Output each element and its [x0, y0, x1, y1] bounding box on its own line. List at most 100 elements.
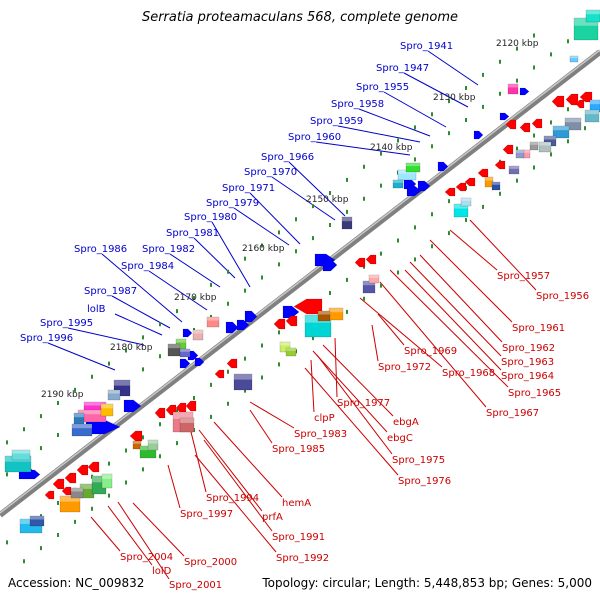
- tick-mark: [57, 500, 59, 505]
- label-leader: [379, 281, 487, 408]
- gene-label-bottom: Spro_1994: [206, 493, 259, 504]
- gene-label-bottom: Spro_1968: [442, 368, 495, 379]
- feature-box: [179, 348, 191, 358]
- gene-label-bottom: Spro_1961: [512, 323, 565, 334]
- label-leader: [469, 219, 537, 291]
- feature-box-body: [29, 515, 45, 527]
- feature-box: [362, 280, 376, 294]
- feature-box-shine: [180, 349, 190, 352]
- tick-mark: [431, 144, 433, 149]
- feature-box-shine: [454, 204, 468, 209]
- label-leader: [169, 253, 221, 288]
- tick-mark: [159, 322, 161, 327]
- gene-label-bottom: Spro_1991: [272, 532, 325, 543]
- gene-label-bottom: Spro_1975: [392, 455, 445, 466]
- gene-label-bottom: Spro_2001: [169, 580, 222, 591]
- feature-box-shine: [92, 476, 106, 483]
- feature-box-body: [585, 9, 600, 23]
- tick-mark: [567, 39, 569, 44]
- tick-mark: [278, 230, 280, 235]
- feature-box-shine: [553, 126, 569, 131]
- tick-mark: [210, 414, 212, 419]
- tick-mark: [261, 375, 263, 380]
- tick-mark: [363, 296, 365, 301]
- feature-box-shine: [176, 339, 186, 343]
- forward-gene-arrow: [406, 185, 422, 197]
- tick-mark: [516, 78, 518, 83]
- gene-label-top: Spro_1941: [400, 41, 453, 52]
- feature-box-shine: [570, 56, 578, 59]
- label-leader: [427, 50, 479, 86]
- feature-box: [368, 274, 380, 284]
- gene-label-top: Spro_1984: [121, 261, 174, 272]
- tick-mark: [108, 361, 110, 366]
- topology-text: Topology: circular; Length: 5,448,853 bp…: [262, 576, 592, 590]
- gene-label-top: Spro_1979: [206, 198, 259, 209]
- gene-label-top: Spro_1980: [184, 212, 237, 223]
- reverse-gene-arrow: [494, 160, 506, 170]
- gene-label-bottom: Spro_1965: [508, 388, 561, 399]
- feature-box: [192, 329, 204, 341]
- tick-mark: [227, 269, 229, 274]
- reverse-gene-arrow: [87, 461, 100, 473]
- tick-mark: [533, 165, 535, 170]
- feature-box: [101, 473, 113, 489]
- feature-box-shine: [318, 311, 330, 315]
- feature-box-shine: [544, 136, 556, 140]
- label-leader: [316, 354, 393, 455]
- feature-box: [341, 216, 353, 230]
- feature-box-shine: [60, 496, 80, 502]
- tick-mark: [312, 204, 314, 209]
- label-leader: [371, 324, 379, 362]
- tick-mark: [176, 409, 178, 414]
- tick-mark: [108, 493, 110, 498]
- reverse-gene-arrow: [531, 118, 543, 129]
- feature-box-body: [529, 141, 539, 151]
- feature-box-shine: [461, 198, 471, 201]
- gene-label-top: Spro_1982: [142, 244, 195, 255]
- feature-box-shine: [108, 390, 120, 394]
- feature-box: [147, 439, 159, 451]
- feature-box-shine: [114, 380, 130, 386]
- feature-box: [167, 343, 181, 357]
- feature-box: [100, 403, 114, 417]
- gene-label-bottom: Spro_1992: [276, 553, 329, 564]
- gene-label-top: Spro_1955: [356, 82, 409, 93]
- label-leader: [288, 161, 346, 217]
- label-leader: [334, 337, 338, 398]
- tick-mark: [295, 217, 297, 222]
- label-leader: [304, 367, 399, 476]
- forward-gene-arrow: [179, 358, 191, 369]
- tick-mark: [329, 191, 331, 196]
- feature-box-body: [405, 162, 421, 173]
- label-leader: [211, 221, 251, 288]
- tick-mark: [142, 467, 144, 472]
- label-leader: [132, 502, 185, 557]
- tick-mark: [363, 196, 365, 201]
- tick-mark: [346, 177, 348, 182]
- backbone-highlight: [0, 49, 600, 514]
- tick-mark: [465, 118, 467, 123]
- accession-text: Accession: NC_009832: [8, 576, 145, 590]
- gene-label-bottom: ebgA: [393, 417, 419, 428]
- reverse-gene-arrow: [519, 122, 531, 133]
- gene-label-bottom: Spro_2000: [184, 557, 237, 568]
- feature-box: [107, 389, 121, 401]
- tick-mark: [40, 546, 42, 551]
- gene-label-top: Spro_1960: [288, 132, 341, 143]
- feature-box: [491, 181, 501, 191]
- feature-box: [507, 83, 519, 95]
- label-leader: [148, 270, 208, 311]
- feature-box: [285, 347, 297, 357]
- tick-mark: [346, 309, 348, 314]
- feature-box: [392, 179, 404, 189]
- tick-mark: [499, 91, 501, 96]
- gene-label-bottom: Spro_1977: [337, 398, 390, 409]
- feature-box-shine: [342, 217, 352, 222]
- tick-mark: [244, 288, 246, 293]
- feature-box: [538, 141, 552, 153]
- tick-mark: [482, 104, 484, 109]
- tick-mark: [227, 301, 229, 306]
- forward-gene-arrow: [499, 112, 510, 121]
- feature-box-body: [192, 329, 204, 341]
